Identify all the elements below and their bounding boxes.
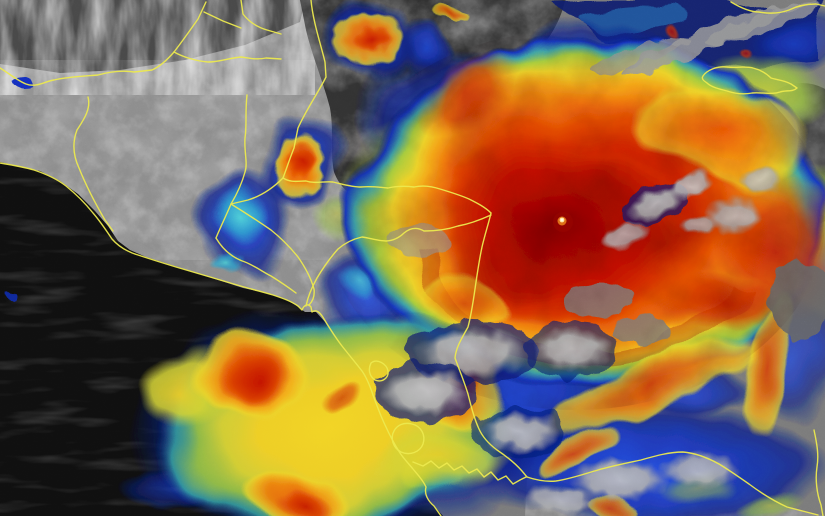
border-guatemala-belize-line: [173, 51, 282, 63]
coast-honduras-north: [282, 177, 492, 214]
border-mexico-belize: [240, 0, 282, 35]
coast-jamaica: [701, 66, 798, 95]
outline-lake-nicaragua: [391, 422, 425, 455]
coast-pacific: [0, 162, 442, 516]
border-guatemala-east: [215, 94, 248, 239]
hurricane-eye: [553, 212, 573, 232]
border-honduras-el-salvador: [230, 203, 315, 306]
outline-lake-managua: [368, 360, 389, 382]
border-el-salvador-north: [215, 237, 297, 294]
border-guatemala-north: [173, 1, 207, 53]
border-mexico-guatemala: [0, 51, 175, 86]
border-yucatan-segment: [203, 11, 242, 29]
coast-panama: [813, 429, 824, 516]
coast-costa-rica-caribbean: [526, 451, 819, 516]
border-honduras-nicaragua: [305, 214, 492, 307]
coast-nicaragua-caribbean: [454, 212, 528, 478]
coast-belize: [282, 0, 327, 179]
border-guatemala-west: [73, 96, 114, 232]
coast-cuba: [730, 1, 825, 14]
border-guatemala-honduras: [230, 177, 284, 205]
border-nicaragua-costa-rica: [412, 460, 527, 485]
